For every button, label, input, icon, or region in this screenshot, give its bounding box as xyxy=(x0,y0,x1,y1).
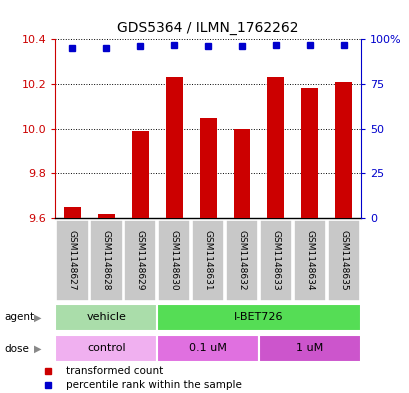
Bar xyxy=(259,220,292,301)
Text: I-BET726: I-BET726 xyxy=(234,312,283,322)
Bar xyxy=(55,335,157,362)
Bar xyxy=(131,131,148,218)
Text: 0.1 uM: 0.1 uM xyxy=(189,343,227,353)
Bar xyxy=(327,220,359,301)
Text: GSM1148627: GSM1148627 xyxy=(67,230,76,290)
Text: control: control xyxy=(87,343,125,353)
Bar xyxy=(64,207,81,218)
Text: ▶: ▶ xyxy=(34,344,41,354)
Text: ▶: ▶ xyxy=(34,312,41,322)
Bar xyxy=(191,220,224,301)
Bar xyxy=(124,220,156,301)
Text: 1 uM: 1 uM xyxy=(296,343,323,353)
Bar xyxy=(55,304,157,331)
Bar xyxy=(157,304,360,331)
Bar xyxy=(90,220,122,301)
Bar xyxy=(225,220,258,301)
Text: GSM1148631: GSM1148631 xyxy=(203,230,212,291)
Bar xyxy=(258,335,360,362)
Text: transformed count: transformed count xyxy=(66,366,163,376)
Text: GSM1148632: GSM1148632 xyxy=(237,230,246,290)
Bar xyxy=(267,77,284,218)
Bar xyxy=(199,118,216,218)
Bar xyxy=(293,220,326,301)
Text: GSM1148635: GSM1148635 xyxy=(339,230,348,291)
Text: dose: dose xyxy=(4,344,29,354)
Bar xyxy=(56,220,88,301)
Bar xyxy=(157,335,258,362)
Title: GDS5364 / ILMN_1762262: GDS5364 / ILMN_1762262 xyxy=(117,22,298,35)
Text: GSM1148629: GSM1148629 xyxy=(135,230,144,290)
Text: GSM1148628: GSM1148628 xyxy=(101,230,110,290)
Text: vehicle: vehicle xyxy=(86,312,126,322)
Text: GSM1148634: GSM1148634 xyxy=(305,230,314,290)
Bar xyxy=(97,214,115,218)
Text: agent: agent xyxy=(4,312,34,322)
Bar xyxy=(233,129,250,218)
Bar xyxy=(335,82,351,218)
Bar xyxy=(301,88,318,218)
Text: percentile rank within the sample: percentile rank within the sample xyxy=(66,380,242,390)
Text: GSM1148630: GSM1148630 xyxy=(169,230,178,291)
Text: GSM1148633: GSM1148633 xyxy=(271,230,280,291)
Bar xyxy=(165,77,182,218)
Bar xyxy=(157,220,190,301)
